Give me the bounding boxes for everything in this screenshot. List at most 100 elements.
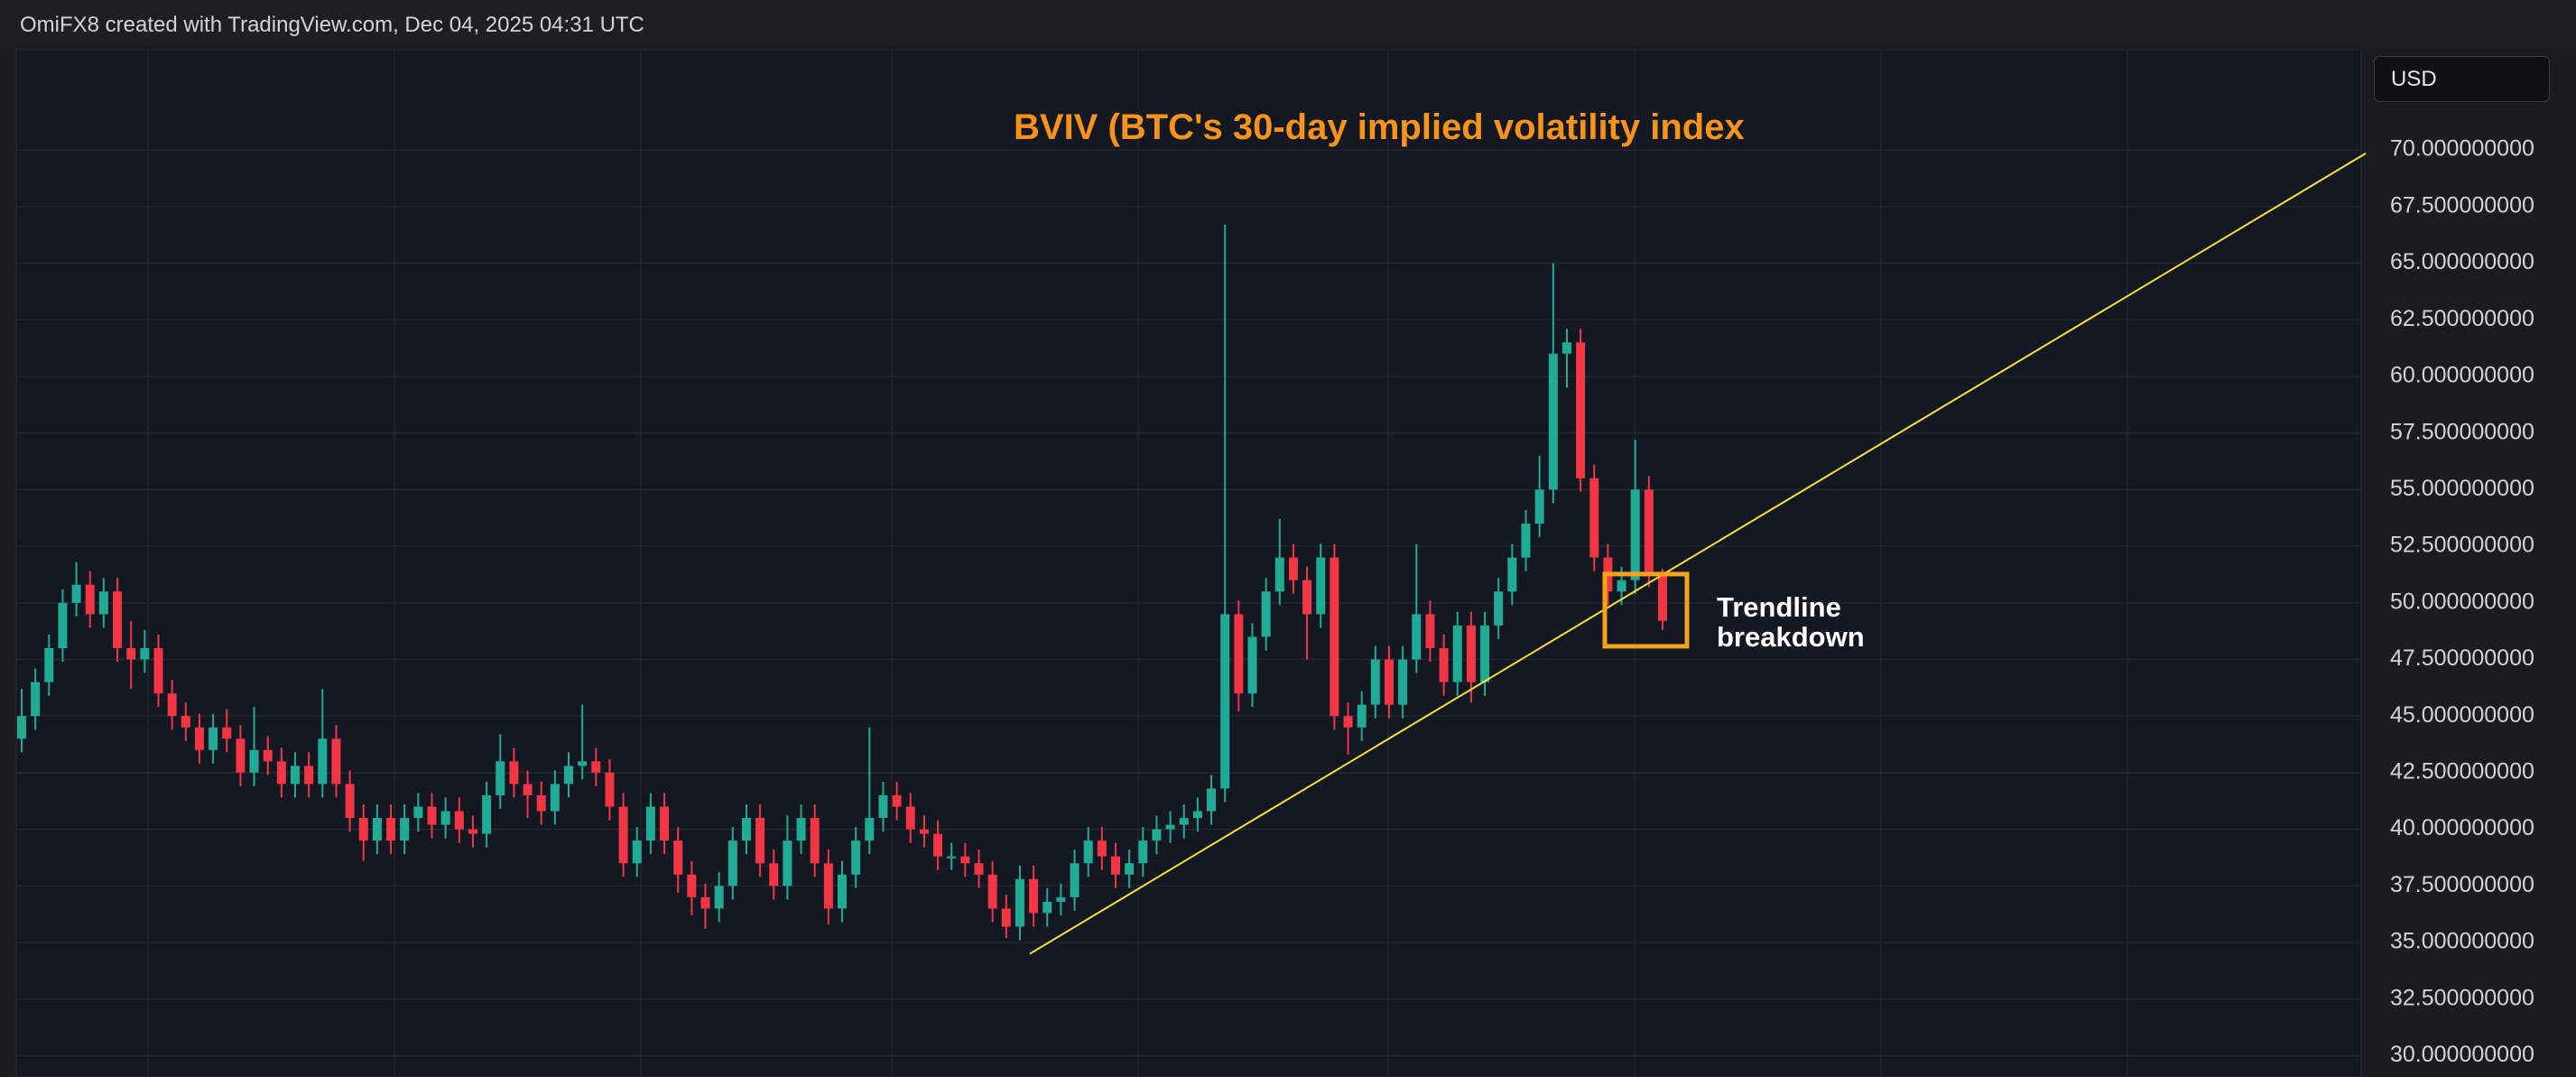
candle-body <box>126 647 136 660</box>
candle-body <box>687 874 697 897</box>
candle-body <box>468 829 477 834</box>
y-tick-label: 45.000000000 <box>2390 702 2534 728</box>
candle-body <box>1274 557 1284 592</box>
candle-body <box>1534 489 1544 524</box>
plot-area <box>15 50 2362 1077</box>
candle-body <box>345 784 355 819</box>
candle-body <box>905 806 915 830</box>
annotation: Trendline breakdown <box>1717 591 1865 653</box>
candle-body <box>1412 614 1422 660</box>
candle-body <box>660 806 670 841</box>
candle-body <box>167 693 177 717</box>
header-bar: OmiFX8 created with TradingView.com, Dec… <box>0 0 2576 50</box>
candle-body <box>358 818 368 841</box>
candle-body <box>838 874 847 909</box>
candle-body <box>482 794 492 834</box>
candle-body <box>632 840 642 864</box>
candle-body <box>1083 840 1093 864</box>
candle-body <box>1111 856 1120 875</box>
candle-body <box>181 716 190 728</box>
candle-body <box>878 794 888 819</box>
candle-body <box>714 886 724 909</box>
candle-body <box>673 840 683 875</box>
candle-body <box>208 727 218 750</box>
candle-body <box>1439 647 1449 682</box>
highlight-box <box>1602 571 1690 649</box>
candle-body <box>1576 342 1586 478</box>
candle-body <box>1029 878 1039 914</box>
candle-body <box>1247 636 1257 694</box>
candle-body <box>1316 557 1326 615</box>
candle-body <box>1207 788 1217 812</box>
candle-body <box>865 818 875 841</box>
candle-body <box>44 647 54 682</box>
candle-body <box>509 761 519 785</box>
trendline <box>1029 153 2367 955</box>
candle-body <box>1220 614 1230 789</box>
candle-body <box>550 784 560 812</box>
candle-body <box>58 602 68 648</box>
candle-body <box>1179 818 1189 825</box>
candle-body <box>1125 863 1135 875</box>
candle-body <box>291 766 300 785</box>
candle-body <box>1152 829 1162 841</box>
candle-body <box>960 856 970 864</box>
candle-body <box>1480 625 1490 682</box>
candle-body <box>1015 878 1024 927</box>
candle-body <box>372 818 382 841</box>
candle-body <box>1001 908 1011 927</box>
candle-body <box>947 856 957 859</box>
candle-body <box>1452 625 1462 682</box>
candle-body <box>386 818 396 841</box>
candle-body <box>1042 901 1052 914</box>
y-tick-label: 55.000000000 <box>2390 476 2534 501</box>
candle-body <box>1370 659 1380 705</box>
candle-body <box>263 749 273 762</box>
candle-body <box>892 794 902 807</box>
y-tick-label: 70.000000000 <box>2390 136 2534 162</box>
y-tick-label: 47.500000000 <box>2390 645 2534 671</box>
y-tick-label: 52.500000000 <box>2390 533 2534 558</box>
candle-body <box>933 833 943 857</box>
candle-body <box>605 772 615 807</box>
y-tick-label: 37.500000000 <box>2390 872 2534 897</box>
candle-body <box>823 863 833 909</box>
candle-body <box>783 840 792 887</box>
candle-body <box>523 784 533 795</box>
candle-body <box>1097 840 1107 857</box>
candle-body <box>1138 840 1148 864</box>
candle-body <box>769 863 779 887</box>
candle-body <box>1302 580 1312 615</box>
candle-body <box>974 863 984 875</box>
candle-body <box>755 818 765 864</box>
candle-body <box>727 840 737 887</box>
candle-body <box>236 738 246 773</box>
candle-body <box>1425 614 1435 648</box>
candle-body <box>318 738 328 785</box>
currency-selector[interactable]: USD <box>2374 56 2550 102</box>
candle-body <box>98 591 108 615</box>
candle-body <box>810 818 820 864</box>
candle-body <box>400 818 410 841</box>
candle-body <box>536 794 546 812</box>
candle-body <box>1070 863 1080 897</box>
candle-body <box>1234 614 1244 694</box>
candle-body <box>496 761 505 795</box>
candle-body <box>741 818 751 841</box>
candle-body <box>454 811 464 830</box>
candle-body <box>222 727 232 739</box>
candle-body <box>700 896 710 909</box>
candle-body <box>140 647 150 660</box>
candle-body <box>249 749 259 773</box>
header-text: OmiFX8 created with TradingView.com, Dec… <box>20 13 644 37</box>
candle-body <box>1561 342 1571 354</box>
chart-title: BVIV (BTC's 30-day implied volatility in… <box>1014 107 1745 147</box>
candle-body <box>1548 353 1558 490</box>
y-tick-label: 32.500000000 <box>2390 985 2534 1010</box>
candle-body <box>113 591 123 648</box>
candle-body <box>1288 557 1298 580</box>
y-tick-label: 65.000000000 <box>2390 249 2534 274</box>
y-tick-label: 30.000000000 <box>2390 1042 2534 1067</box>
candle-body <box>1644 489 1654 574</box>
